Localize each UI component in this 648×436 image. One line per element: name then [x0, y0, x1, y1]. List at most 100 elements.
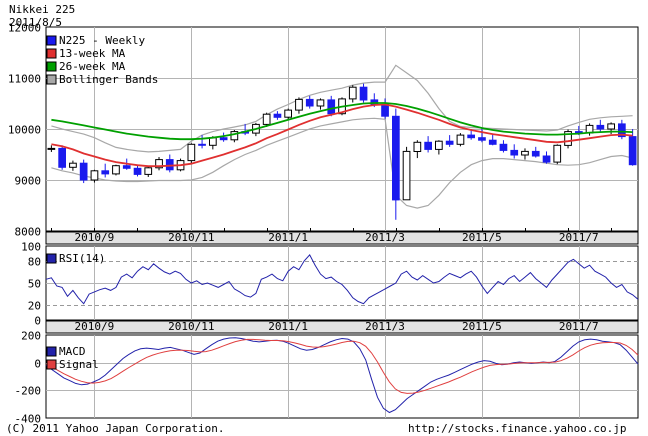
rsi-axis-label: 80: [28, 256, 41, 269]
date-axis-upper: 2010/9 2010/11 2011/1 2011/3 2011/5 2011/7: [45, 231, 639, 245]
ma26-line: [51, 102, 633, 141]
macd-panel: [45, 334, 639, 419]
candle-body: [521, 150, 529, 156]
candle-body: [90, 170, 99, 181]
price-legend-item: 26-week MA: [46, 60, 126, 73]
candle-body: [230, 131, 239, 141]
candle-body: [413, 141, 422, 153]
candle-body: [101, 170, 110, 175]
rsi-axis-label: 50: [28, 278, 41, 291]
rsi-line: [45, 254, 639, 305]
legend-label: RSI(14): [59, 252, 105, 265]
candle-body: [531, 150, 540, 157]
rsi-panel: [45, 245, 639, 321]
macd-axis-label: -200: [15, 385, 42, 398]
candle-body: [112, 165, 120, 175]
candle-body: [510, 149, 519, 156]
candle-body: [499, 143, 508, 151]
candle-body: [219, 137, 228, 141]
legend-label: 26-week MA: [59, 60, 126, 73]
candle-body: [47, 147, 56, 150]
candle-body: [564, 131, 572, 146]
page-title: Nikkei 225: [9, 3, 76, 16]
tick-marks-upper: [51, 228, 612, 231]
legend-swatch: [46, 359, 57, 370]
price-legend-item: 13-week MA: [46, 47, 126, 60]
candle-body: [273, 113, 282, 118]
candle-body: [79, 162, 88, 181]
candle-body: [628, 136, 637, 166]
legend-label: Signal: [59, 358, 99, 371]
candle-body: [488, 139, 497, 145]
price-legend-item: Bollinger Bands: [46, 73, 158, 86]
candle-body: [553, 144, 562, 163]
candle-body: [122, 165, 131, 169]
candle-body: [435, 140, 443, 150]
macd-axis-label: 200: [21, 330, 41, 343]
legend-swatch: [46, 74, 57, 85]
bollinger-lower-band: [51, 117, 633, 209]
rsi-axis-label: 100: [21, 241, 41, 254]
candle-body: [262, 113, 271, 125]
date-axis-label: 2011/5: [462, 231, 502, 244]
candle-body: [478, 137, 486, 141]
candle-body: [445, 140, 454, 145]
candle-body: [133, 167, 142, 175]
candle-body: [316, 99, 325, 107]
legend-swatch: [46, 253, 57, 264]
price-axis-label: 8000: [15, 226, 42, 239]
candle-body: [381, 104, 389, 117]
rsi-legend-item: RSI(14): [46, 252, 105, 265]
legend-swatch: [46, 35, 57, 46]
candle-body: [467, 134, 475, 139]
candle-body: [607, 123, 615, 130]
legend-label: N225 - Weekly: [59, 34, 145, 47]
date-axis-label: 2010/11: [168, 320, 214, 333]
candle-body: [348, 86, 357, 100]
legend-swatch: [46, 61, 57, 72]
candle-body: [295, 98, 303, 111]
candle-body: [618, 123, 626, 138]
bollinger-upper-band: [51, 64, 633, 153]
source-url[interactable]: http://stocks.finance.yahoo.co.jp: [408, 422, 627, 435]
candle-body: [596, 124, 605, 130]
macd-axis-label: 0: [34, 358, 41, 371]
price-legend-item: N225 - Weekly: [46, 34, 145, 47]
legend-swatch: [46, 346, 57, 357]
candle-body: [144, 167, 153, 175]
candle-body: [327, 99, 336, 115]
price-axis-label: 10000: [8, 124, 41, 137]
date-axis-label: 2011/1: [268, 320, 308, 333]
date-axis-label: 2011/3: [365, 320, 405, 333]
date-axis-lower: 2010/9 2010/11 2011/1 2011/3 2011/5 2011/7: [45, 320, 639, 334]
macd-legend-item: Signal: [46, 358, 99, 371]
legend-label: 13-week MA: [59, 47, 126, 60]
legend-label: MACD: [59, 345, 86, 358]
date-axis-label: 2011/7: [559, 231, 599, 244]
copyright-text: (C) 2011 Yahoo Japan Corporation.: [6, 422, 225, 435]
price-axis-label: 12000: [8, 22, 41, 35]
candle-body: [198, 143, 206, 146]
date-axis-label: 2011/1: [268, 231, 308, 244]
ma13-line: [51, 103, 633, 168]
candle-body: [187, 143, 196, 162]
macd-axis-label: -400: [15, 413, 42, 426]
macd-signal-line: [45, 338, 639, 394]
chart-date: 2011/8/5: [9, 16, 62, 29]
date-axis-label: 2011/3: [365, 231, 405, 244]
date-axis-label: 2010/11: [168, 231, 214, 244]
candle-body: [58, 147, 66, 168]
date-axis-label: 2010/9: [75, 320, 115, 333]
candle-body: [402, 150, 411, 201]
candle-body: [456, 134, 465, 145]
candle-body: [392, 115, 400, 201]
price-axis-label: 11000: [8, 73, 41, 86]
candle-body: [209, 137, 217, 146]
legend-label: Bollinger Bands: [59, 73, 158, 86]
candle-body: [359, 86, 368, 101]
rsi-axis-label: 20: [28, 300, 41, 313]
candle-body: [69, 162, 77, 168]
date-axis-label: 2010/9: [75, 231, 115, 244]
date-axis-label: 2011/7: [559, 320, 599, 333]
candle-body: [542, 155, 551, 163]
